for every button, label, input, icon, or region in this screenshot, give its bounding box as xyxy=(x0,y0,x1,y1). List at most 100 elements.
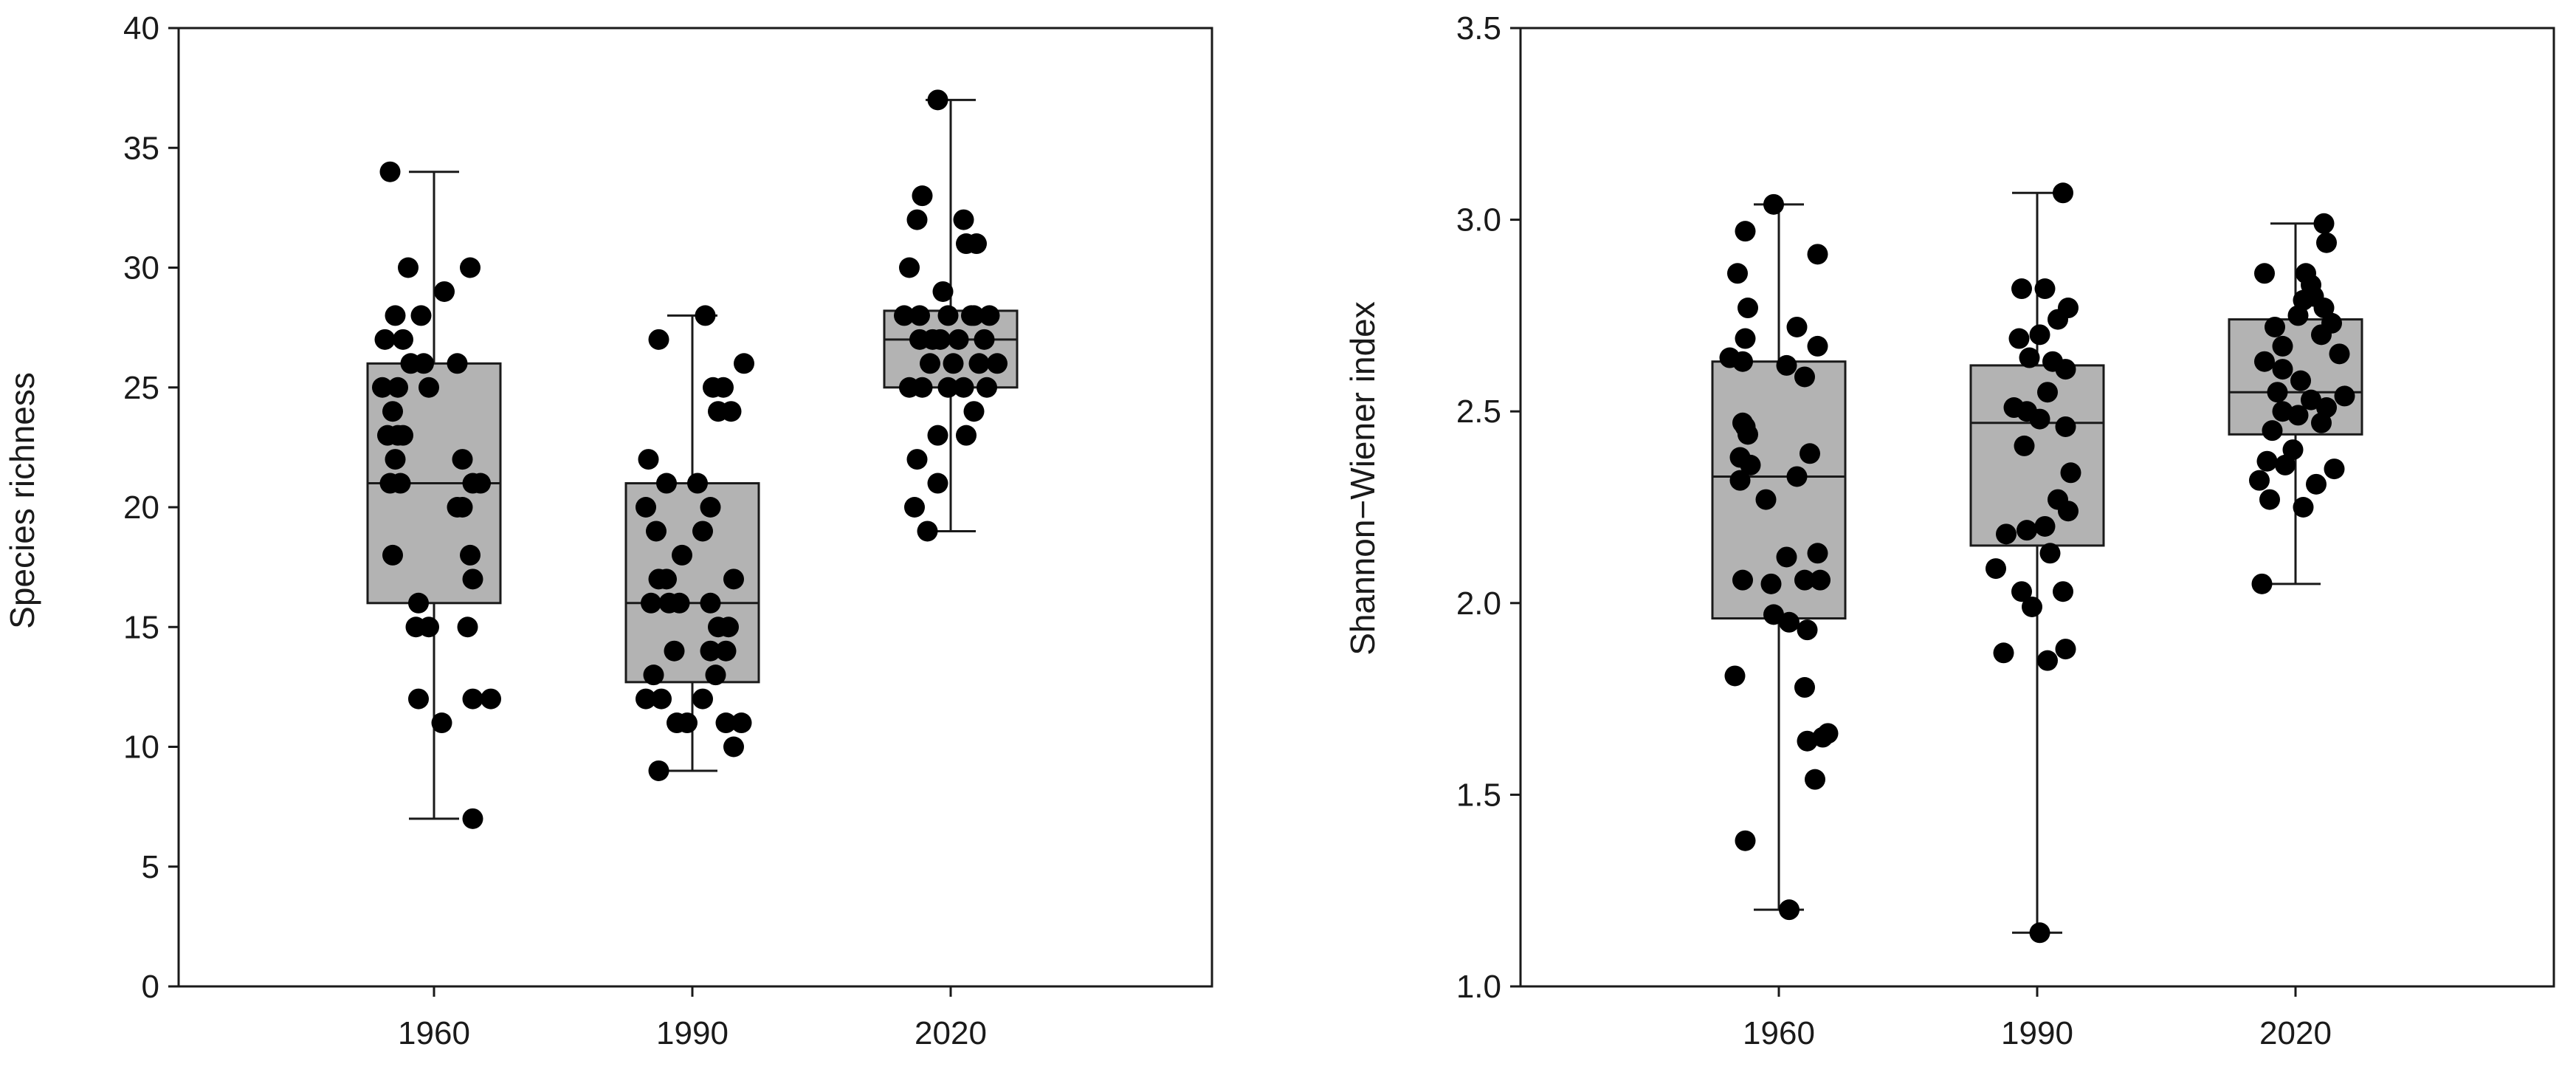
data-point xyxy=(2060,462,2081,484)
x-tick-label: 1990 xyxy=(2001,1015,2073,1051)
data-point xyxy=(948,329,969,350)
data-point xyxy=(2311,324,2332,346)
data-point xyxy=(1800,443,1820,464)
data-point xyxy=(1807,543,1828,564)
data-point xyxy=(708,401,729,422)
data-point xyxy=(372,377,393,398)
data-point xyxy=(1738,424,1758,445)
data-point xyxy=(2058,501,2079,522)
data-point xyxy=(977,377,997,398)
data-point xyxy=(2029,922,2050,944)
data-point xyxy=(2259,489,2280,510)
data-point xyxy=(2311,412,2332,433)
data-point xyxy=(715,640,737,662)
data-point xyxy=(1729,470,1751,491)
data-point xyxy=(2290,370,2311,391)
data-point xyxy=(963,401,985,422)
data-point xyxy=(2256,450,2278,472)
data-point xyxy=(987,353,1008,374)
y-tick-label: 2.5 xyxy=(1456,394,1501,430)
data-point xyxy=(979,305,1000,326)
data-point xyxy=(2254,351,2275,372)
data-point xyxy=(2039,543,2061,564)
data-point xyxy=(1807,335,1828,357)
data-point xyxy=(457,617,478,638)
data-point xyxy=(1776,546,1797,568)
data-point xyxy=(382,401,403,422)
data-point xyxy=(434,281,455,302)
data-point xyxy=(2293,497,2314,518)
data-point xyxy=(927,473,948,494)
y-axis-title: Shannon−Wiener index xyxy=(1343,301,1382,656)
data-point xyxy=(382,544,403,566)
data-point xyxy=(2017,520,2037,541)
y-tick-label: 3.5 xyxy=(1456,10,1501,47)
data-point xyxy=(1732,351,1753,372)
data-point xyxy=(1812,727,1833,748)
data-point xyxy=(912,185,933,207)
data-point xyxy=(462,808,483,829)
data-point xyxy=(909,329,930,350)
y-tick-label: 2.0 xyxy=(1456,585,1501,622)
data-point xyxy=(1807,244,1828,265)
data-point xyxy=(1794,569,1815,591)
data-point xyxy=(452,449,473,470)
data-point xyxy=(1993,642,2014,664)
data-point xyxy=(700,497,721,518)
data-point xyxy=(388,377,408,398)
data-point xyxy=(974,329,995,350)
data-point xyxy=(1810,569,1831,591)
data-point xyxy=(932,281,954,302)
data-point xyxy=(452,497,473,518)
data-point xyxy=(390,473,411,494)
y-tick-label: 40 xyxy=(123,10,159,47)
data-point xyxy=(481,688,501,710)
data-point xyxy=(963,305,985,326)
data-point xyxy=(2008,328,2030,349)
y-tick-label: 1.0 xyxy=(1456,969,1501,1005)
data-point xyxy=(1724,665,1746,687)
data-point xyxy=(447,353,468,374)
data-point xyxy=(1738,298,1758,319)
data-point xyxy=(462,688,483,710)
x-tick-label: 1990 xyxy=(656,1015,729,1051)
data-point xyxy=(715,712,737,734)
data-point xyxy=(643,664,664,686)
data-point xyxy=(2037,650,2058,671)
data-point xyxy=(2301,389,2321,411)
data-point xyxy=(912,377,933,398)
data-point xyxy=(672,544,692,566)
data-point xyxy=(460,544,481,566)
data-point xyxy=(927,425,948,446)
data-point xyxy=(648,329,669,350)
data-point xyxy=(2048,309,2068,330)
data-point xyxy=(1786,316,1808,337)
data-point xyxy=(956,233,977,255)
data-point xyxy=(695,305,716,326)
data-point xyxy=(1763,604,1784,625)
data-point xyxy=(906,209,928,230)
data-point xyxy=(2275,454,2296,475)
y-tick-label: 15 xyxy=(123,609,159,645)
data-point xyxy=(904,497,925,518)
y-axis-title: Species richness xyxy=(3,372,41,629)
data-point xyxy=(2262,420,2283,442)
data-point xyxy=(2029,324,2050,346)
data-point xyxy=(1735,830,1756,851)
data-point xyxy=(1735,221,1756,242)
data-point xyxy=(2282,439,2304,461)
data-point xyxy=(734,353,754,374)
data-point xyxy=(723,736,744,758)
data-point xyxy=(2287,405,2309,426)
data-point xyxy=(700,592,721,614)
data-point xyxy=(664,640,685,662)
y-tick-label: 10 xyxy=(123,729,159,766)
data-point xyxy=(1786,466,1808,487)
data-point xyxy=(656,473,677,494)
data-point xyxy=(2034,278,2056,300)
data-point xyxy=(1779,899,1800,921)
data-point xyxy=(638,449,659,470)
data-point xyxy=(1797,619,1818,641)
data-point xyxy=(1727,263,1748,284)
data-point xyxy=(703,377,723,398)
